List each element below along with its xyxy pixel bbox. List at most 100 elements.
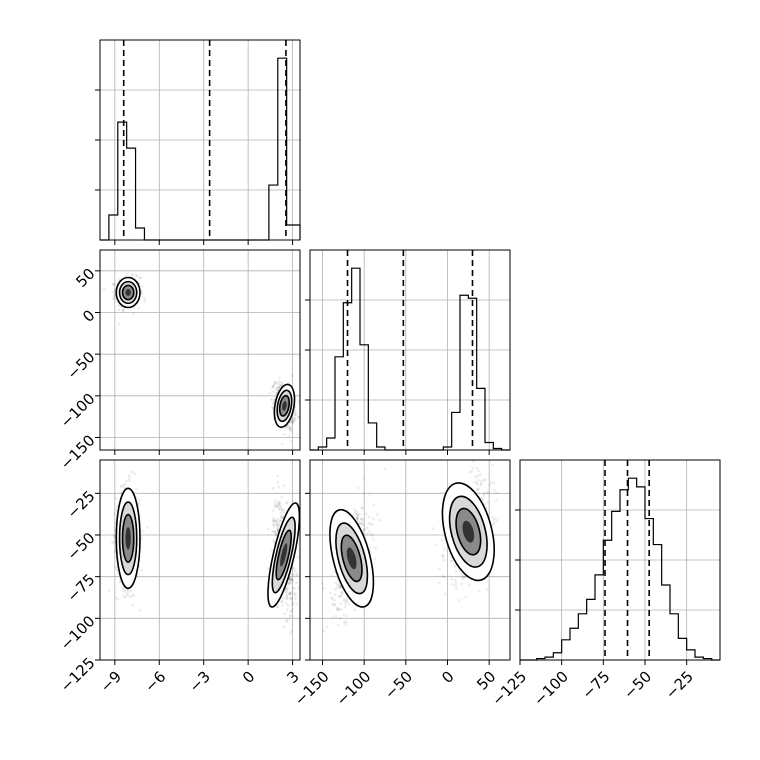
sample-point [282,510,286,514]
sample-point [120,305,123,309]
sample-point [339,595,343,598]
sample-point [297,555,300,559]
sample-point [291,602,295,606]
sample-point [294,569,298,573]
sample-point [112,541,116,545]
sample-point [266,527,270,531]
sample-point [280,442,284,446]
sample-point [289,579,293,583]
sample-point [118,580,122,584]
sample-point [295,581,299,585]
sample-point [366,532,369,536]
sample-point [355,510,359,513]
sample-point [371,533,374,537]
hist-panel-p1 [305,249,511,455]
sample-point [274,382,277,386]
sample-point [134,273,138,277]
sample-point [486,588,490,591]
sample-point [274,533,278,537]
sample-point [339,585,342,589]
sample-point [293,593,297,597]
sample-point [467,583,471,587]
sample-point [292,567,296,570]
sample-point [285,501,289,505]
sample-point [111,282,115,286]
sample-point [345,597,348,601]
sample-point [292,417,296,421]
sample-point [273,502,277,506]
sample-point [440,538,444,542]
sample-point [138,503,142,506]
sample-point [373,557,377,561]
sample-point [337,607,341,611]
sample-point [271,486,275,490]
sample-point [434,543,438,547]
sample-point [293,417,297,420]
sample-point [287,425,291,429]
sample-point [332,570,336,574]
sample-point [277,485,281,489]
sample-point [289,629,293,633]
sample-point [277,382,281,386]
sample-point [290,573,294,577]
sample-point [272,530,276,534]
sample-point [347,602,351,606]
sample-point [354,511,358,515]
sample-point [375,512,379,516]
sample-point [285,597,288,601]
sample-point [275,528,279,532]
sample-point [276,604,279,608]
sample-point [272,524,276,528]
sample-point [276,388,280,391]
sample-point [127,479,131,482]
sample-point [275,380,279,384]
sample-point [492,488,496,492]
x-tick-label: −150 [291,668,333,710]
contour-line [267,502,300,608]
sample-point [271,385,275,388]
sample-point [442,558,446,562]
hist-panel-p0 [95,39,301,245]
sample-point [293,412,297,415]
sample-point [339,602,343,605]
sample-point [129,590,132,593]
sample-point [343,605,347,609]
sample-point [329,596,333,600]
sample-point [333,593,337,597]
sample-point [473,480,476,484]
sample-point [278,380,281,384]
sample-point [291,419,295,423]
sample-point [278,519,282,523]
axes-frame [309,459,511,661]
sample-point [292,573,296,576]
axes-frame [519,459,721,661]
sample-point [289,428,293,432]
sample-point [372,503,376,507]
sample-point [296,415,300,419]
density-level-4 [125,289,131,296]
sample-point [285,589,289,592]
sample-point [268,391,272,395]
sample-point [356,515,359,519]
sample-point [276,480,280,484]
sample-point [113,550,117,554]
sample-point [112,283,115,287]
sample-point [297,415,300,419]
axes-frame [99,249,301,451]
sample-point [363,527,367,531]
sample-point [114,596,118,600]
sample-point [289,425,292,428]
sample-point [143,299,147,303]
sample-point [480,482,483,486]
sample-point [476,489,479,492]
sample-point [292,587,296,591]
panel-content [310,460,510,660]
sample-point [122,308,126,312]
sample-point [297,400,300,404]
sample-point [289,429,292,433]
axes-frame [99,39,301,241]
sample-point [274,519,278,523]
sample-point [113,282,117,285]
sample-point [126,589,130,592]
sample-point [278,519,282,522]
